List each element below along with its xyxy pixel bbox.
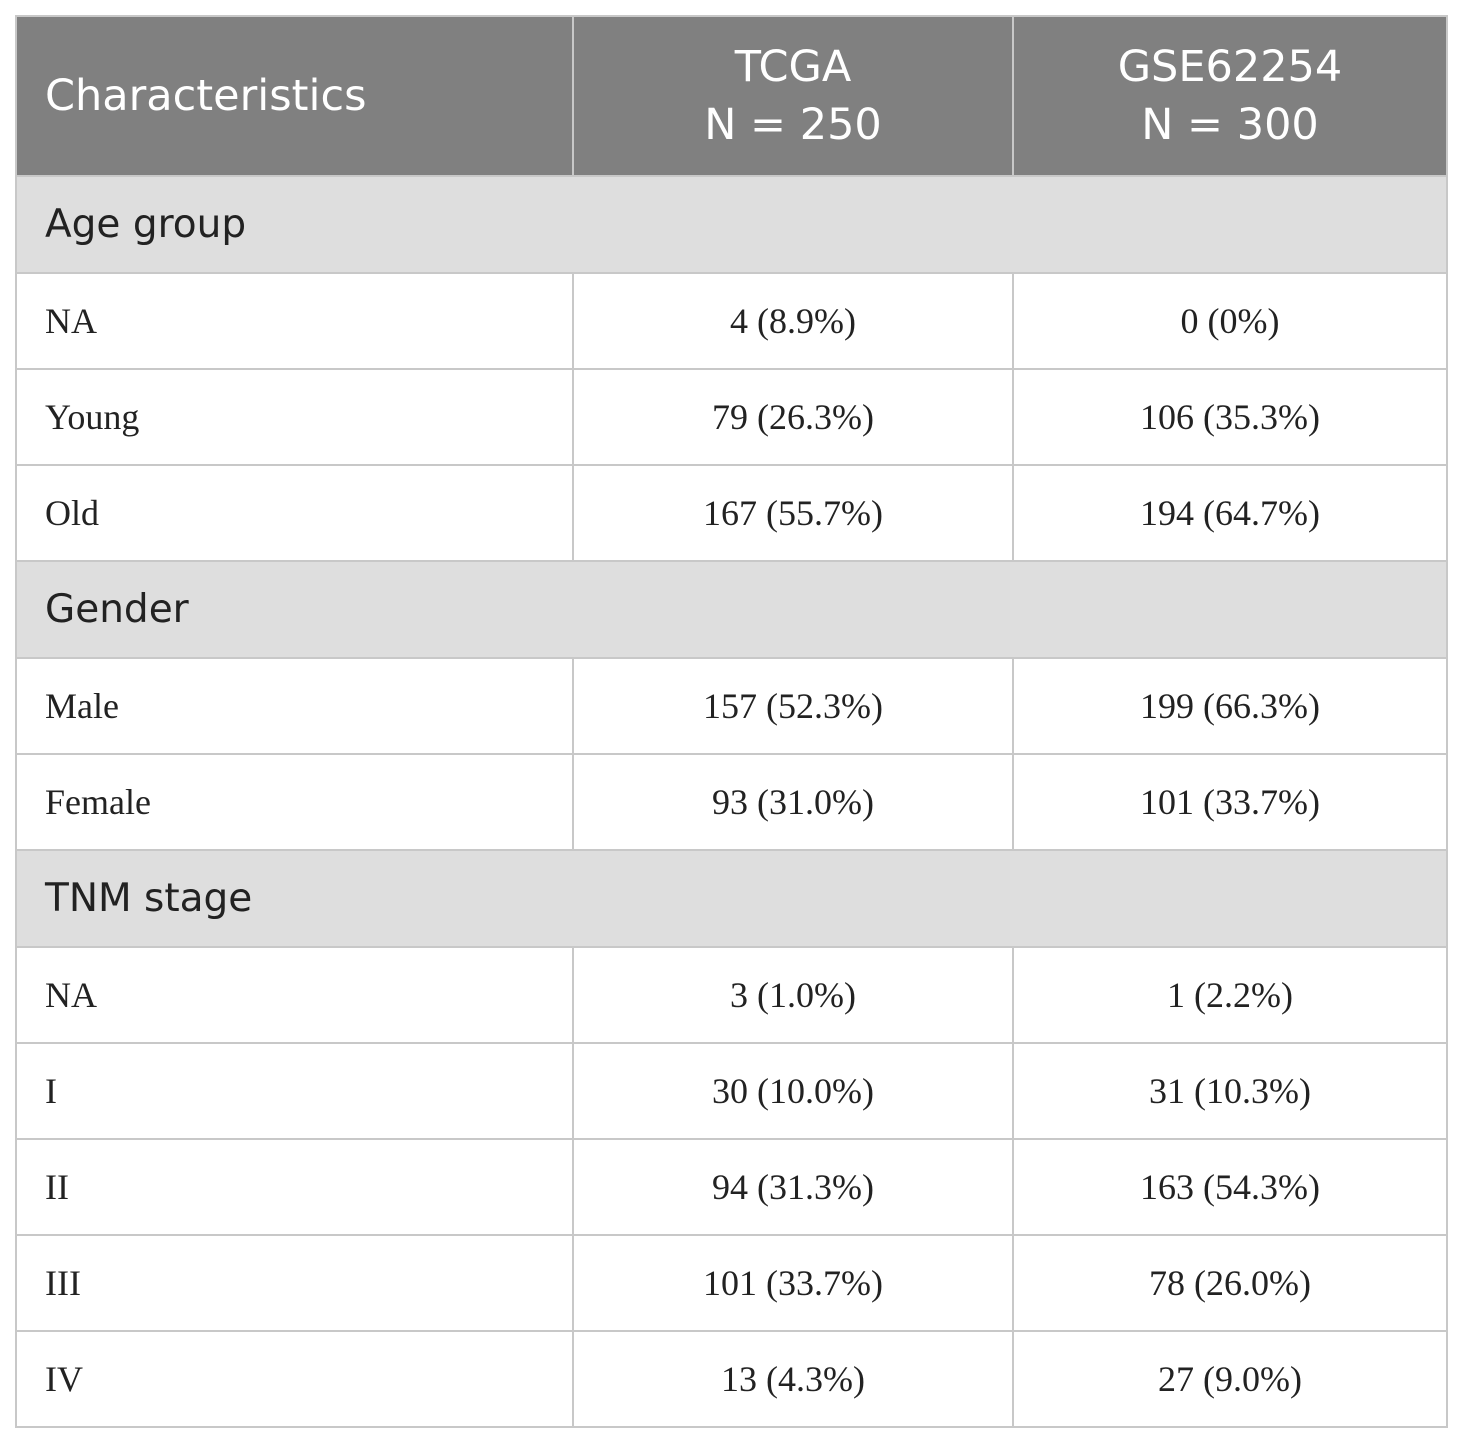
- row-label: I: [15, 1042, 574, 1140]
- tcga-value: 93 (31.0%): [572, 753, 1014, 851]
- table-row: IV 13 (4.3%) 27 (9.0%): [15, 1330, 1448, 1428]
- gse62254-value: 78 (26.0%): [1012, 1234, 1448, 1332]
- gse62254-value: 0 (0%): [1012, 272, 1448, 370]
- tcga-value: 30 (10.0%): [572, 1042, 1014, 1140]
- section-row-tnm-stage: TNM stage: [15, 849, 1448, 948]
- header-gse62254-name: GSE62254: [1117, 42, 1343, 92]
- row-label: Male: [15, 657, 574, 755]
- header-row: Characteristics TCGA N = 250 GSE62254 N …: [15, 15, 1448, 177]
- table-row: II 94 (31.3%) 163 (54.3%): [15, 1138, 1448, 1236]
- gse62254-value: 106 (35.3%): [1012, 368, 1448, 466]
- table-row: Male 157 (52.3%) 199 (66.3%): [15, 657, 1448, 755]
- header-tcga: TCGA N = 250: [572, 15, 1014, 177]
- gse62254-value: 163 (54.3%): [1012, 1138, 1448, 1236]
- row-label: NA: [15, 272, 574, 370]
- table-row: I 30 (10.0%) 31 (10.3%): [15, 1042, 1448, 1140]
- header-characteristics: Characteristics: [15, 15, 574, 177]
- gse62254-value: 1 (2.2%): [1012, 946, 1448, 1044]
- gse62254-value: 27 (9.0%): [1012, 1330, 1448, 1428]
- section-title: TNM stage: [15, 849, 1448, 948]
- gse62254-value: 31 (10.3%): [1012, 1042, 1448, 1140]
- row-label: Old: [15, 464, 574, 562]
- table-row: Female 93 (31.0%) 101 (33.7%): [15, 753, 1448, 851]
- tcga-value: 157 (52.3%): [572, 657, 1014, 755]
- row-label: NA: [15, 946, 574, 1044]
- table-row: Old 167 (55.7%) 194 (64.7%): [15, 464, 1448, 562]
- header-tcga-n: N = 250: [704, 100, 882, 150]
- tcga-value: 79 (26.3%): [572, 368, 1014, 466]
- row-label: III: [15, 1234, 574, 1332]
- row-label: Female: [15, 753, 574, 851]
- header-gse62254: GSE62254 N = 300: [1012, 15, 1448, 177]
- gse62254-value: 101 (33.7%): [1012, 753, 1448, 851]
- section-title: Age group: [15, 175, 1448, 274]
- section-row-age-group: Age group: [15, 175, 1448, 274]
- characteristics-table: Characteristics TCGA N = 250 GSE62254 N …: [15, 15, 1448, 1428]
- section-row-gender: Gender: [15, 560, 1448, 659]
- tcga-value: 167 (55.7%): [572, 464, 1014, 562]
- table-row: III 101 (33.7%) 78 (26.0%): [15, 1234, 1448, 1332]
- header-gse62254-n: N = 300: [1141, 100, 1319, 150]
- tcga-value: 94 (31.3%): [572, 1138, 1014, 1236]
- gse62254-value: 199 (66.3%): [1012, 657, 1448, 755]
- row-label: II: [15, 1138, 574, 1236]
- row-label: IV: [15, 1330, 574, 1428]
- table-row: NA 4 (8.9%) 0 (0%): [15, 272, 1448, 370]
- tcga-value: 3 (1.0%): [572, 946, 1014, 1044]
- gse62254-value: 194 (64.7%): [1012, 464, 1448, 562]
- tcga-value: 101 (33.7%): [572, 1234, 1014, 1332]
- tcga-value: 4 (8.9%): [572, 272, 1014, 370]
- section-title: Gender: [15, 560, 1448, 659]
- tcga-value: 13 (4.3%): [572, 1330, 1014, 1428]
- table-row: NA 3 (1.0%) 1 (2.2%): [15, 946, 1448, 1044]
- header-tcga-name: TCGA: [734, 42, 852, 92]
- table-row: Young 79 (26.3%) 106 (35.3%): [15, 368, 1448, 466]
- row-label: Young: [15, 368, 574, 466]
